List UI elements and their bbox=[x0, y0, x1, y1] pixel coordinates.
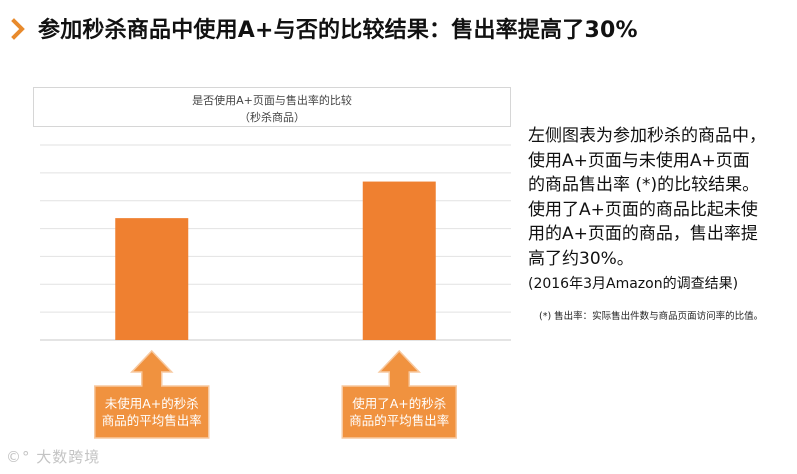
bar-2 bbox=[362, 181, 436, 340]
bar-1 bbox=[115, 218, 189, 340]
page-title: 参加秒杀商品中使用A+与否的比较结果：售出率提高了30% bbox=[38, 18, 638, 43]
logo-icon: ©° bbox=[6, 448, 31, 466]
watermark-logo: ©° 大数跨境 bbox=[6, 446, 100, 467]
category-callout-2 bbox=[341, 349, 457, 439]
chevron-right-icon bbox=[11, 18, 25, 40]
footnote: (*) 售出率：实际售出件数与商品页面访问率的比值。 bbox=[539, 311, 764, 322]
category-label-1: 未使用A+的秒杀 商品的平均售出率 bbox=[101, 396, 202, 428]
description-panel: 左侧图表为参加秒杀的商品中， 使用A+页面与未使用A+页面 的商品售出率 (*)… bbox=[528, 124, 793, 295]
chart-subtitle: （秒杀商品） bbox=[239, 111, 305, 124]
source-note: (2016年3月Amazon的调查结果) bbox=[528, 276, 739, 292]
chart-title-box: 是否使用A+页面与售出率的比较 （秒杀商品） bbox=[33, 87, 511, 127]
watermark-text: 大数跨境 bbox=[36, 448, 101, 466]
category-callout-1 bbox=[94, 349, 210, 439]
chart-title: 是否使用A+页面与售出率的比较 bbox=[192, 94, 352, 107]
category-label-2: 使用了A+的秒杀 商品的平均售出率 bbox=[349, 396, 450, 428]
description-text: 左侧图表为参加秒杀的商品中， 使用A+页面与未使用A+页面 的商品售出率 (*)… bbox=[528, 126, 766, 269]
